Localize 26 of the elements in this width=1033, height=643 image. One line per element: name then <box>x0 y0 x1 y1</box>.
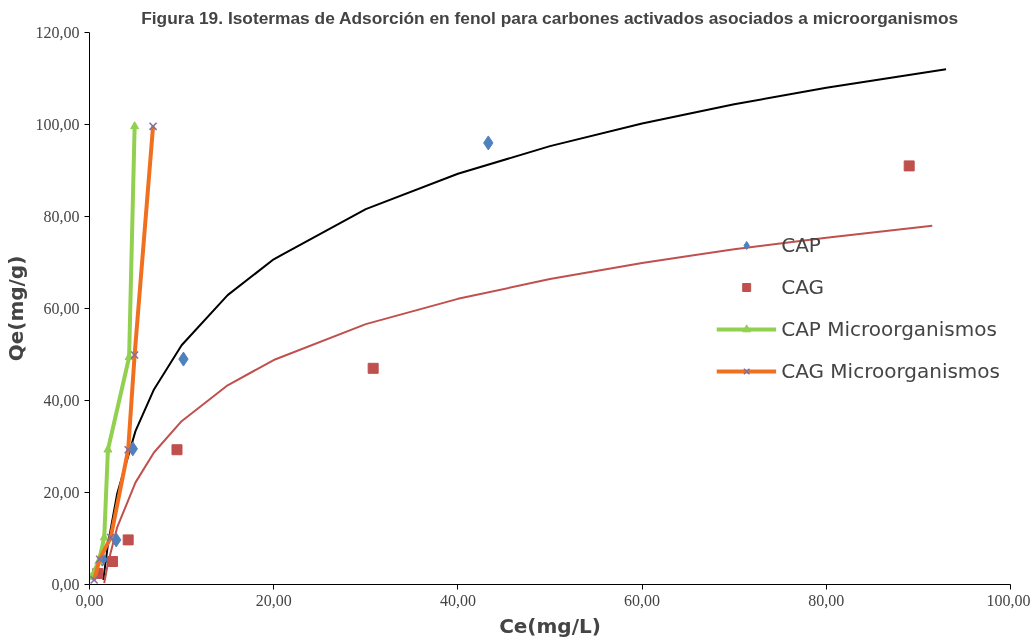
x-axis-title: Ce(mg/L) <box>499 613 601 638</box>
y-tick-label: 100,00 <box>35 116 80 133</box>
y-tick-label: 60,00 <box>43 300 80 317</box>
point <box>130 121 140 130</box>
point <box>367 362 379 374</box>
x-tick-label: 80,00 <box>808 591 845 609</box>
legend-label: CAP <box>781 233 821 257</box>
point <box>903 160 915 172</box>
point <box>171 444 183 456</box>
y-tick-label: 20,00 <box>43 484 80 501</box>
point <box>107 556 119 567</box>
legend-label: CAG <box>781 275 824 299</box>
x-tick-label: 100,00 <box>986 591 1031 609</box>
y-tick-label: 40,00 <box>43 392 80 409</box>
x-tick-label: 40,00 <box>439 591 476 609</box>
chart-title: Figura 19. Isotermas de Adsorción en fenol para carbones activados asociados a microorganismos <box>141 7 959 28</box>
y-tick-label: 80,00 <box>43 208 80 225</box>
legend-label: CAP Microorganismos <box>781 317 997 341</box>
x-tick-label: 20,00 <box>255 591 292 609</box>
y-axis-title: Qe(mg/g) <box>3 255 28 362</box>
x-tick-label: 0,00 <box>75 591 104 609</box>
y-tick-label: 0,00 <box>51 576 80 593</box>
x-tick-label: 60,00 <box>624 591 661 609</box>
legend-label: CAG Microorganismos <box>781 359 1000 383</box>
point <box>122 534 134 546</box>
y-tick-label: 120,00 <box>35 24 80 41</box>
